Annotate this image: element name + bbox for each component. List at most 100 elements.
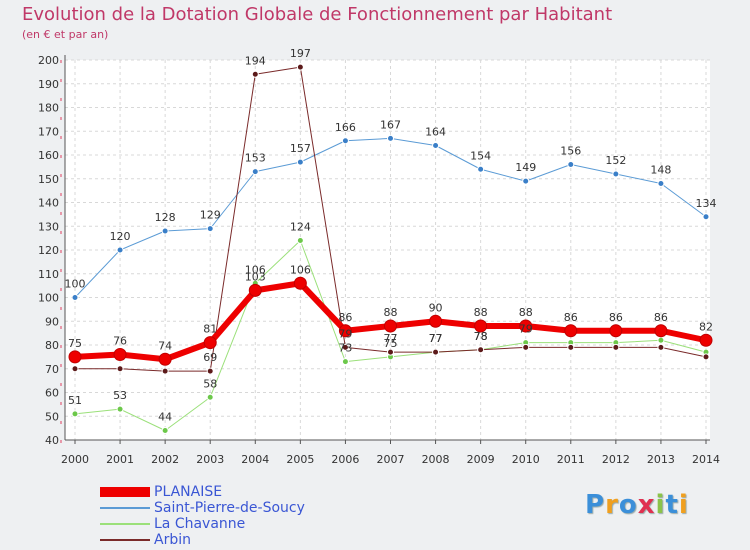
x-tick-label: 2005 <box>286 453 314 466</box>
data-point <box>206 367 214 375</box>
data-point <box>657 180 665 187</box>
data-point <box>612 343 620 351</box>
data-point <box>384 319 397 333</box>
y-tick-label: 120 <box>38 244 59 257</box>
data-label: 100 <box>65 278 86 291</box>
series-lines <box>68 63 713 434</box>
legend-swatch <box>100 523 150 525</box>
legend-swatch <box>100 487 150 497</box>
y-tick-label: 100 <box>38 292 59 305</box>
data-point <box>432 348 440 356</box>
data-point <box>657 343 665 351</box>
data-label: 157 <box>290 142 311 155</box>
data-point <box>293 276 307 290</box>
brand-logo: Proxiti <box>585 490 689 520</box>
data-point <box>116 365 124 373</box>
data-label: 149 <box>515 161 536 174</box>
data-point <box>206 393 214 401</box>
data-label: 166 <box>335 121 356 134</box>
x-tick-label: 2014 <box>692 453 720 466</box>
data-point <box>341 137 349 145</box>
plot-area <box>65 60 710 440</box>
data-label: 106 <box>245 263 266 276</box>
data-point <box>477 165 485 173</box>
data-label: 148 <box>650 164 671 177</box>
y-tick-label: 80 <box>45 339 59 352</box>
data-point <box>158 352 172 366</box>
brand-letter: i <box>655 490 666 520</box>
legend-swatch <box>100 507 150 509</box>
y-tick-label: 160 <box>38 149 59 162</box>
data-point <box>657 336 665 344</box>
data-point <box>429 314 443 328</box>
x-tick-label: 2004 <box>241 453 269 466</box>
data-point <box>251 70 259 78</box>
legend: PLANAISE Saint-Pierre-de-Soucy La Chavanne… <box>100 484 420 548</box>
data-point <box>68 350 82 364</box>
legend-label: Arbin <box>154 532 191 548</box>
data-point <box>341 358 349 366</box>
y-tick-label: 110 <box>38 268 59 281</box>
y-tick-label: 140 <box>38 197 59 210</box>
data-point <box>477 346 485 354</box>
data-point <box>161 427 169 434</box>
data-point <box>296 237 304 244</box>
chart-subtitle: (en € et par an) <box>22 28 109 41</box>
data-label: 53 <box>113 389 127 402</box>
data-label: 77 <box>429 332 443 345</box>
data-point <box>338 324 352 338</box>
data-label: 152 <box>605 154 626 167</box>
y-tick-label: 130 <box>38 220 59 233</box>
x-tick-label: 2010 <box>512 453 540 466</box>
y-tick-label: 70 <box>45 363 59 376</box>
data-point <box>71 365 79 373</box>
data-point <box>251 168 259 176</box>
data-label: 106 <box>290 263 311 276</box>
data-label: 88 <box>474 306 488 319</box>
data-point <box>296 158 304 166</box>
data-point <box>654 324 668 338</box>
data-label: 69 <box>203 351 217 364</box>
data-point <box>567 343 575 351</box>
legend-label: PLANAISE <box>154 484 223 500</box>
data-label: 76 <box>113 335 127 348</box>
legend-label: Saint-Pierre-de-Soucy <box>154 500 305 516</box>
data-point <box>341 343 349 351</box>
data-label: 51 <box>68 394 82 407</box>
data-point <box>296 63 304 71</box>
data-label: 81 <box>203 323 217 336</box>
brand-letter: r <box>605 490 619 520</box>
data-label: 78 <box>474 330 488 343</box>
data-point <box>432 142 440 149</box>
legend-item: La Chavanne <box>100 516 420 532</box>
data-point <box>387 348 394 356</box>
data-labels: 100 120 128 129 153 157 166 167 164 154 149 156 152 1… <box>65 47 717 423</box>
data-point <box>522 343 530 351</box>
brand-letter: i <box>678 490 689 520</box>
data-label: 77 <box>384 332 398 345</box>
data-label: 78 <box>474 330 488 343</box>
data-label: 128 <box>155 211 176 224</box>
x-tick-label: 2008 <box>422 453 450 466</box>
data-label: 156 <box>560 145 581 158</box>
y-tick-label: 200 <box>38 54 59 67</box>
data-point <box>206 225 214 233</box>
data-point <box>71 410 79 418</box>
brand-letter: x <box>637 490 656 520</box>
y-tick-label: 60 <box>45 387 59 400</box>
legend-item: Arbin <box>100 532 420 548</box>
data-label: 73 <box>338 342 352 355</box>
data-label: 134 <box>696 197 717 210</box>
data-point <box>203 336 217 350</box>
data-point <box>387 134 394 142</box>
axes: 40 50 60 70 80 90 100 110 120 130 140 150 160 170 180 1… <box>38 54 720 466</box>
data-label: 79 <box>338 327 352 340</box>
data-label: 86 <box>654 311 668 324</box>
legend-label: La Chavanne <box>154 516 246 532</box>
data-point <box>609 324 623 338</box>
y-tick-label: 190 <box>38 78 59 91</box>
x-tick-label: 2011 <box>557 453 585 466</box>
data-label: 103 <box>245 270 266 283</box>
data-point <box>519 319 533 333</box>
brand-letter: P <box>585 490 606 520</box>
